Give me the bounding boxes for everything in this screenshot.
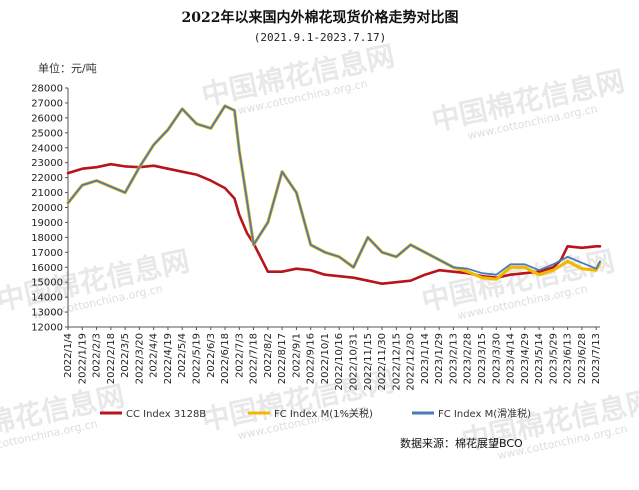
y-tick-label: 18000 bbox=[31, 233, 63, 244]
x-tick-label: 2023/4/29 bbox=[520, 333, 531, 384]
legend: CC Index 3128B FC Index M(1%关税) FC Index M… bbox=[100, 407, 531, 420]
x-tick-label: 2023/6/28 bbox=[577, 333, 588, 384]
x-tick-label: 2023/1/29 bbox=[434, 333, 445, 384]
source-note: 数据来源：棉花展望BCO bbox=[400, 436, 523, 450]
x-tick-label: 2022/8/17 bbox=[277, 333, 288, 384]
x-tick-label: 2022/4/4 bbox=[149, 333, 160, 378]
y-tick-label: 15000 bbox=[31, 278, 63, 289]
x-tick-label: 2022/1/4 bbox=[63, 333, 74, 378]
x-tick-label: 2023/2/28 bbox=[463, 333, 474, 384]
y-tick-label: 14000 bbox=[31, 293, 63, 304]
y-tick-label: 19000 bbox=[31, 218, 63, 229]
x-tick-label: 2023/5/29 bbox=[548, 333, 559, 384]
y-tick-label: 25000 bbox=[31, 128, 63, 139]
x-tick-label: 2022/10/31 bbox=[349, 333, 360, 391]
x-tick-label: 2022/10/1 bbox=[320, 333, 331, 384]
x-tick-label: 2022/8/2 bbox=[263, 333, 274, 378]
y-tick-label: 17000 bbox=[31, 248, 63, 259]
y-tick-label: 21000 bbox=[31, 188, 63, 199]
x-tick-label: 2022/7/18 bbox=[249, 333, 260, 384]
y-tick-label: 27000 bbox=[31, 98, 63, 109]
x-tick-label: 2022/2/18 bbox=[106, 333, 117, 384]
y-tick-label: 13000 bbox=[31, 308, 63, 319]
x-tick-label: 2023/2/13 bbox=[448, 333, 459, 384]
y-tick-label: 23000 bbox=[31, 158, 63, 169]
x-tick-label: 2022/5/19 bbox=[191, 333, 202, 384]
x-tick-label: 2022/7/3 bbox=[234, 333, 245, 378]
y-tick-label: 16000 bbox=[31, 263, 63, 274]
x-tick-label: 2023/7/13 bbox=[591, 333, 602, 384]
y-tick-label: 28000 bbox=[31, 84, 63, 95]
y-tick-label: 24000 bbox=[31, 143, 63, 154]
x-tick-label: 2023/5/14 bbox=[534, 333, 545, 384]
x-tick-label: 2023/3/30 bbox=[491, 333, 502, 384]
x-tick-label: 2022/1/19 bbox=[77, 333, 88, 384]
y-tick-label: 26000 bbox=[31, 113, 63, 124]
y-tick-label: 20000 bbox=[31, 203, 63, 214]
x-tick-label: 2023/3/15 bbox=[477, 333, 488, 384]
y-tick-label: 12000 bbox=[31, 323, 63, 334]
x-tick-label: 2022/9/16 bbox=[306, 333, 317, 384]
x-tick-label: 2022/9/1 bbox=[291, 333, 302, 378]
x-tick-label: 2022/12/15 bbox=[391, 333, 402, 391]
x-tick-label: 2022/12/30 bbox=[406, 333, 417, 391]
x-tick-label: 2022/4/19 bbox=[163, 333, 174, 384]
legend-label: FC Index M(滑准税) bbox=[438, 407, 531, 420]
x-tick-label: 2022/6/18 bbox=[220, 333, 231, 384]
x-tick-label: 2023/4/14 bbox=[506, 333, 517, 384]
series-group bbox=[66, 104, 602, 286]
y-tick-label: 22000 bbox=[31, 173, 63, 184]
legend-label: CC Index 3128B bbox=[126, 409, 206, 420]
legend-label: FC Index M(1%关税) bbox=[274, 407, 373, 420]
chart-title: 2022年以来国内外棉花现货价格走势对比图 bbox=[182, 9, 459, 26]
series-line-1 bbox=[66, 162, 602, 286]
unit-label: 单位：元/吨 bbox=[38, 61, 97, 75]
x-tick-label: 2022/11/15 bbox=[363, 333, 374, 391]
x-tick-label: 2022/2/3 bbox=[92, 333, 103, 378]
x-tick-label: 2022/5/4 bbox=[177, 333, 188, 378]
axes-group: 12000 13000 14000 15000 16000 17000 18000 19000… bbox=[31, 84, 602, 391]
series-line-3 bbox=[67, 105, 601, 276]
x-tick-label: 2022/3/20 bbox=[134, 333, 145, 384]
x-tick-label: 2022/10/16 bbox=[334, 333, 345, 391]
x-tick-label: 2022/11/30 bbox=[377, 333, 388, 391]
x-tick-label: 2023/6/13 bbox=[563, 333, 574, 384]
x-tick-label: 2022/6/3 bbox=[206, 333, 217, 378]
chart-subtitle: (2021.9.1-2023.7.17) bbox=[254, 31, 386, 44]
x-tick-label: 2023/1/14 bbox=[420, 333, 431, 384]
x-tick-label: 2022/3/5 bbox=[120, 333, 131, 378]
